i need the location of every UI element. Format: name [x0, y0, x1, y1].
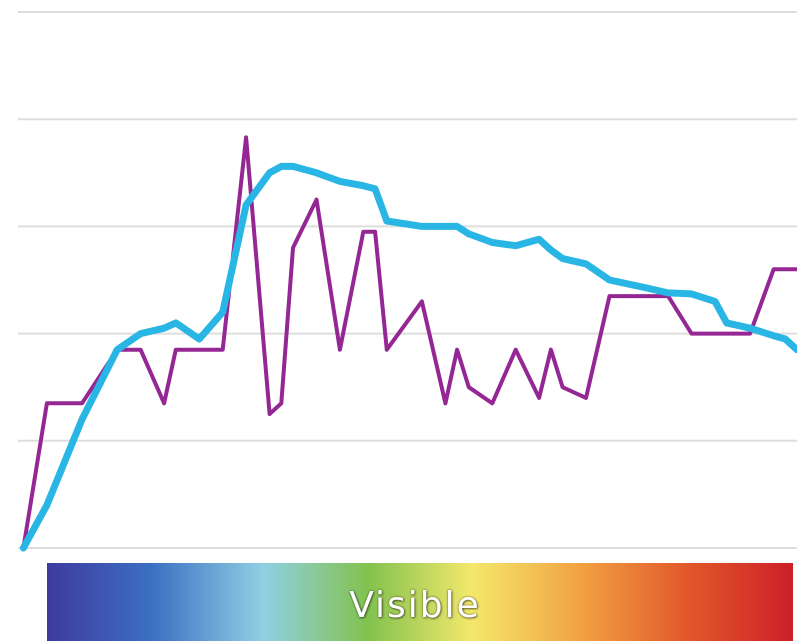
- series-line-1: [21, 135, 797, 550]
- gridlines: [18, 11, 797, 549]
- series-line-2: [19, 162, 797, 552]
- spectrum-label: Visible: [349, 584, 481, 626]
- series-layer: [19, 135, 797, 552]
- visible-spectrum-bar: Visible: [47, 563, 793, 641]
- line-chart: [18, 11, 797, 552]
